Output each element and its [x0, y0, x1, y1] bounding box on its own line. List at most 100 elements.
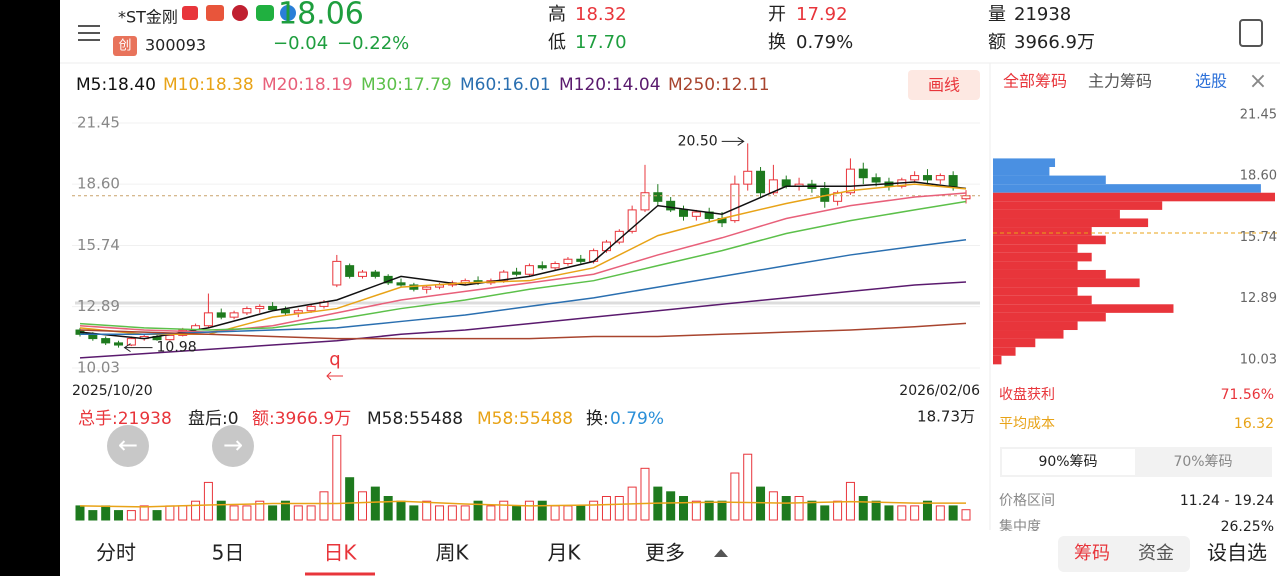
candle-body	[576, 258, 586, 262]
candle-body	[666, 200, 676, 211]
volume-bar	[255, 500, 265, 521]
chip-bar	[993, 261, 1078, 270]
volume-bar	[743, 453, 753, 521]
add-watch[interactable]: 设自选	[1207, 541, 1267, 565]
ma-legend: M5:18.40	[76, 75, 156, 95]
tab[interactable]: 分时	[96, 541, 136, 565]
volume-bar	[781, 496, 791, 521]
annotation: 20.50	[678, 133, 718, 149]
volume-bar	[306, 505, 316, 521]
chip-tab[interactable]: 主力筹码	[1088, 72, 1152, 91]
stat-label: 价格区间	[999, 493, 1055, 509]
volume-bar	[512, 505, 522, 521]
candle-body	[422, 286, 432, 290]
chip-bar	[993, 175, 1106, 185]
candle-body	[370, 271, 380, 277]
volume-bar	[75, 505, 85, 521]
chip-bar	[993, 355, 1002, 365]
prev-button[interactable]	[107, 425, 149, 467]
candle-body	[537, 265, 547, 269]
annotation: 10.98	[157, 340, 197, 356]
amount: 3966.9万	[1014, 32, 1095, 53]
volume-bar	[280, 500, 290, 521]
volume-legend: 盘后:0	[188, 409, 239, 429]
label: 开	[768, 4, 786, 25]
chip-bar	[993, 227, 1092, 236]
chip-tab[interactable]: 选股	[1195, 72, 1227, 91]
volume-bar	[499, 500, 509, 521]
candle-body	[614, 230, 624, 243]
volume-bar	[589, 500, 599, 521]
candle-body	[345, 265, 355, 277]
volume-bar	[640, 467, 650, 521]
prev-arrow[interactable]: ←	[118, 431, 138, 459]
ma-line	[80, 238, 967, 336]
chip-range-tab[interactable]: 90%筹码	[1038, 453, 1097, 470]
chip-tick-label: 21.45	[1240, 108, 1277, 123]
chip-bar	[993, 184, 1261, 193]
volume-bar	[871, 500, 881, 521]
phone-icon[interactable]	[1239, 19, 1263, 47]
volume-legend: M58:55488	[367, 409, 463, 429]
low: 17.70	[575, 32, 627, 53]
tab[interactable]: 周K	[435, 541, 469, 565]
turnover: 0.79%	[796, 32, 853, 53]
menu-icon	[78, 25, 100, 41]
candle-body	[203, 312, 213, 327]
label: 额	[988, 32, 1006, 53]
switch-tab[interactable]: 筹码	[1074, 543, 1110, 564]
next-arrow[interactable]: →	[223, 431, 243, 459]
tab[interactable]: 月K	[547, 541, 581, 565]
volume-bar	[216, 500, 226, 521]
candle-body	[768, 179, 778, 194]
draw-button[interactable]	[908, 70, 980, 100]
stat-label: 收盘获利	[999, 386, 1055, 403]
ma-line	[79, 281, 967, 359]
chip-tick-label: 10.03	[1240, 352, 1277, 367]
board: 创	[118, 39, 131, 54]
ma-legend: M10:18.38	[163, 75, 254, 95]
volume-bar	[537, 500, 547, 521]
switch-tab[interactable]: 资金	[1138, 543, 1174, 564]
volume-legend: M58:55488	[477, 409, 573, 429]
volume-bar	[435, 505, 445, 521]
candle-body	[871, 177, 881, 183]
stock-name: *ST金刚	[118, 8, 178, 27]
tab[interactable]: 日K	[323, 541, 357, 565]
volume-bar	[293, 505, 303, 521]
ma-legend: M20:18.19	[262, 75, 353, 95]
volume-bar	[203, 481, 213, 521]
open: 17.92	[796, 4, 848, 25]
candle-body	[845, 168, 855, 194]
chip-range-tab[interactable]: 70%筹码	[1173, 453, 1232, 470]
chip-tab[interactable]: 全部筹码	[1003, 72, 1067, 91]
chip-bar	[993, 201, 1163, 210]
tab[interactable]: 更多	[645, 541, 685, 565]
ma-line	[79, 181, 967, 340]
volume-bar	[730, 472, 740, 521]
volume-bar	[563, 505, 573, 521]
candle-body	[306, 305, 316, 312]
candle-body	[293, 310, 303, 314]
draw-label[interactable]: 画线	[928, 76, 960, 95]
volume-legend: 换:	[586, 409, 609, 429]
more-arrow	[714, 549, 728, 557]
candle-body	[126, 338, 136, 346]
volume-bar	[897, 505, 907, 521]
chip-tick-label: 15.74	[1240, 230, 1277, 245]
close-icon[interactable]: ×	[1249, 69, 1267, 94]
change: −0.04	[273, 33, 328, 54]
candle-body	[653, 192, 663, 202]
switch-bg	[1058, 536, 1190, 572]
label: 换	[768, 32, 786, 53]
change-pct: −0.22%	[337, 33, 409, 54]
candle-body	[910, 175, 920, 181]
volume-bar	[858, 496, 868, 521]
chip-tab-active[interactable]	[1002, 449, 1135, 475]
tab[interactable]: 5日	[212, 541, 245, 565]
volume-bar	[717, 500, 727, 521]
candle-body	[255, 305, 265, 310]
next-button[interactable]	[212, 425, 254, 467]
candle-body	[524, 265, 534, 275]
label: 低	[548, 32, 566, 53]
